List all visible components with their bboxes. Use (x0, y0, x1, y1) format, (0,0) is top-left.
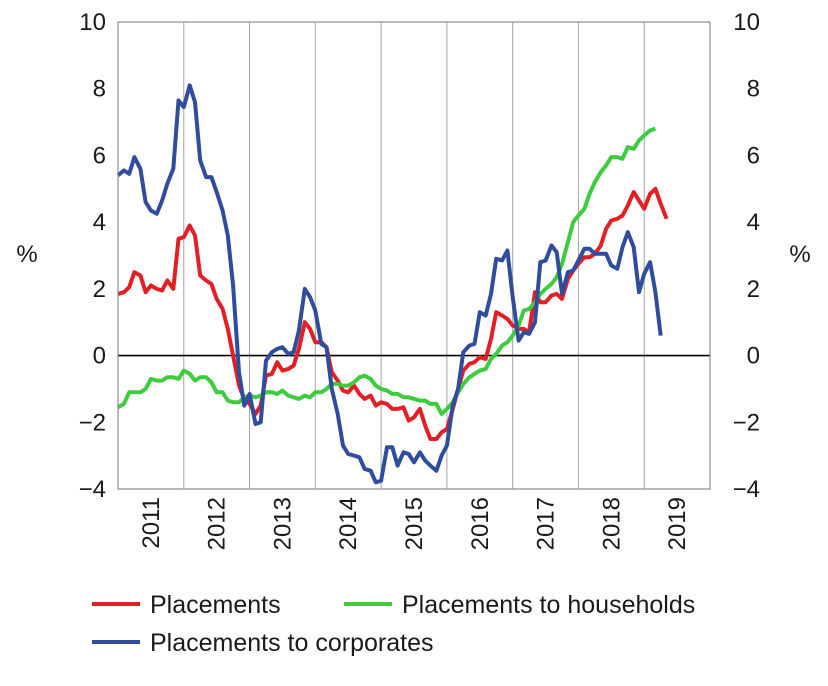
x-tick-label: 2013 (269, 497, 296, 550)
x-tick-label: 2015 (401, 497, 428, 550)
x-tick-label: 2018 (598, 497, 625, 550)
series-line-2 (117, 126, 657, 416)
y-tick-label-left: 0 (93, 343, 106, 370)
legend: Placements Placements to households Placem… (92, 591, 695, 657)
x-axis-ticks: 2011 2012 2013 2014 2015 2016 2017 2018 2019 (138, 497, 691, 550)
y-tick-label-left: 2 (93, 276, 106, 303)
y-tick-label-right: 10 (733, 9, 760, 36)
x-tick-label: 2019 (664, 497, 691, 550)
plot-border (117, 21, 711, 490)
y-tick-label-right: 0 (747, 343, 760, 370)
x-tick-label: 2011 (138, 497, 165, 549)
series-line-1 (117, 186, 669, 441)
y-tick-label-right: 6 (747, 142, 760, 169)
y-axis-right-ticks: −4 −2 0 2 4 6 8 10 (733, 9, 760, 503)
y-tick-label-right: −4 (733, 476, 760, 503)
y-tick-label-left: 6 (93, 142, 106, 169)
y-tick-label-right: −2 (733, 409, 760, 436)
plot-frame (117, 21, 711, 490)
y-tick-label-left: 10 (79, 9, 106, 36)
y-tick-label-right: 8 (747, 76, 760, 103)
y-tick-label-right: 4 (747, 209, 760, 236)
grid-lines (118, 22, 710, 489)
series-lines (116, 83, 669, 485)
legend-label-1: Placements (150, 591, 281, 619)
legend-label-3: Placements to corporates (150, 629, 433, 657)
y-axis-left-ticks: −4 −2 0 2 4 6 8 10 (79, 9, 106, 503)
y-tick-label-right: 2 (747, 276, 760, 303)
y-axis-right-unit: % (789, 241, 810, 268)
y-tick-label-left: 8 (93, 76, 106, 103)
y-tick-label-left: −2 (79, 409, 106, 436)
y-tick-label-left: 4 (93, 209, 106, 236)
y-axis-left-unit: % (16, 241, 37, 268)
y-tick-label-left: −4 (79, 476, 106, 503)
x-tick-label: 2016 (467, 497, 494, 550)
x-tick-label: 2017 (533, 497, 560, 550)
x-tick-label: 2014 (335, 497, 362, 550)
series-line-3 (116, 83, 663, 485)
legend-label-2: Placements to households (402, 591, 695, 619)
x-tick-label: 2012 (204, 497, 231, 550)
